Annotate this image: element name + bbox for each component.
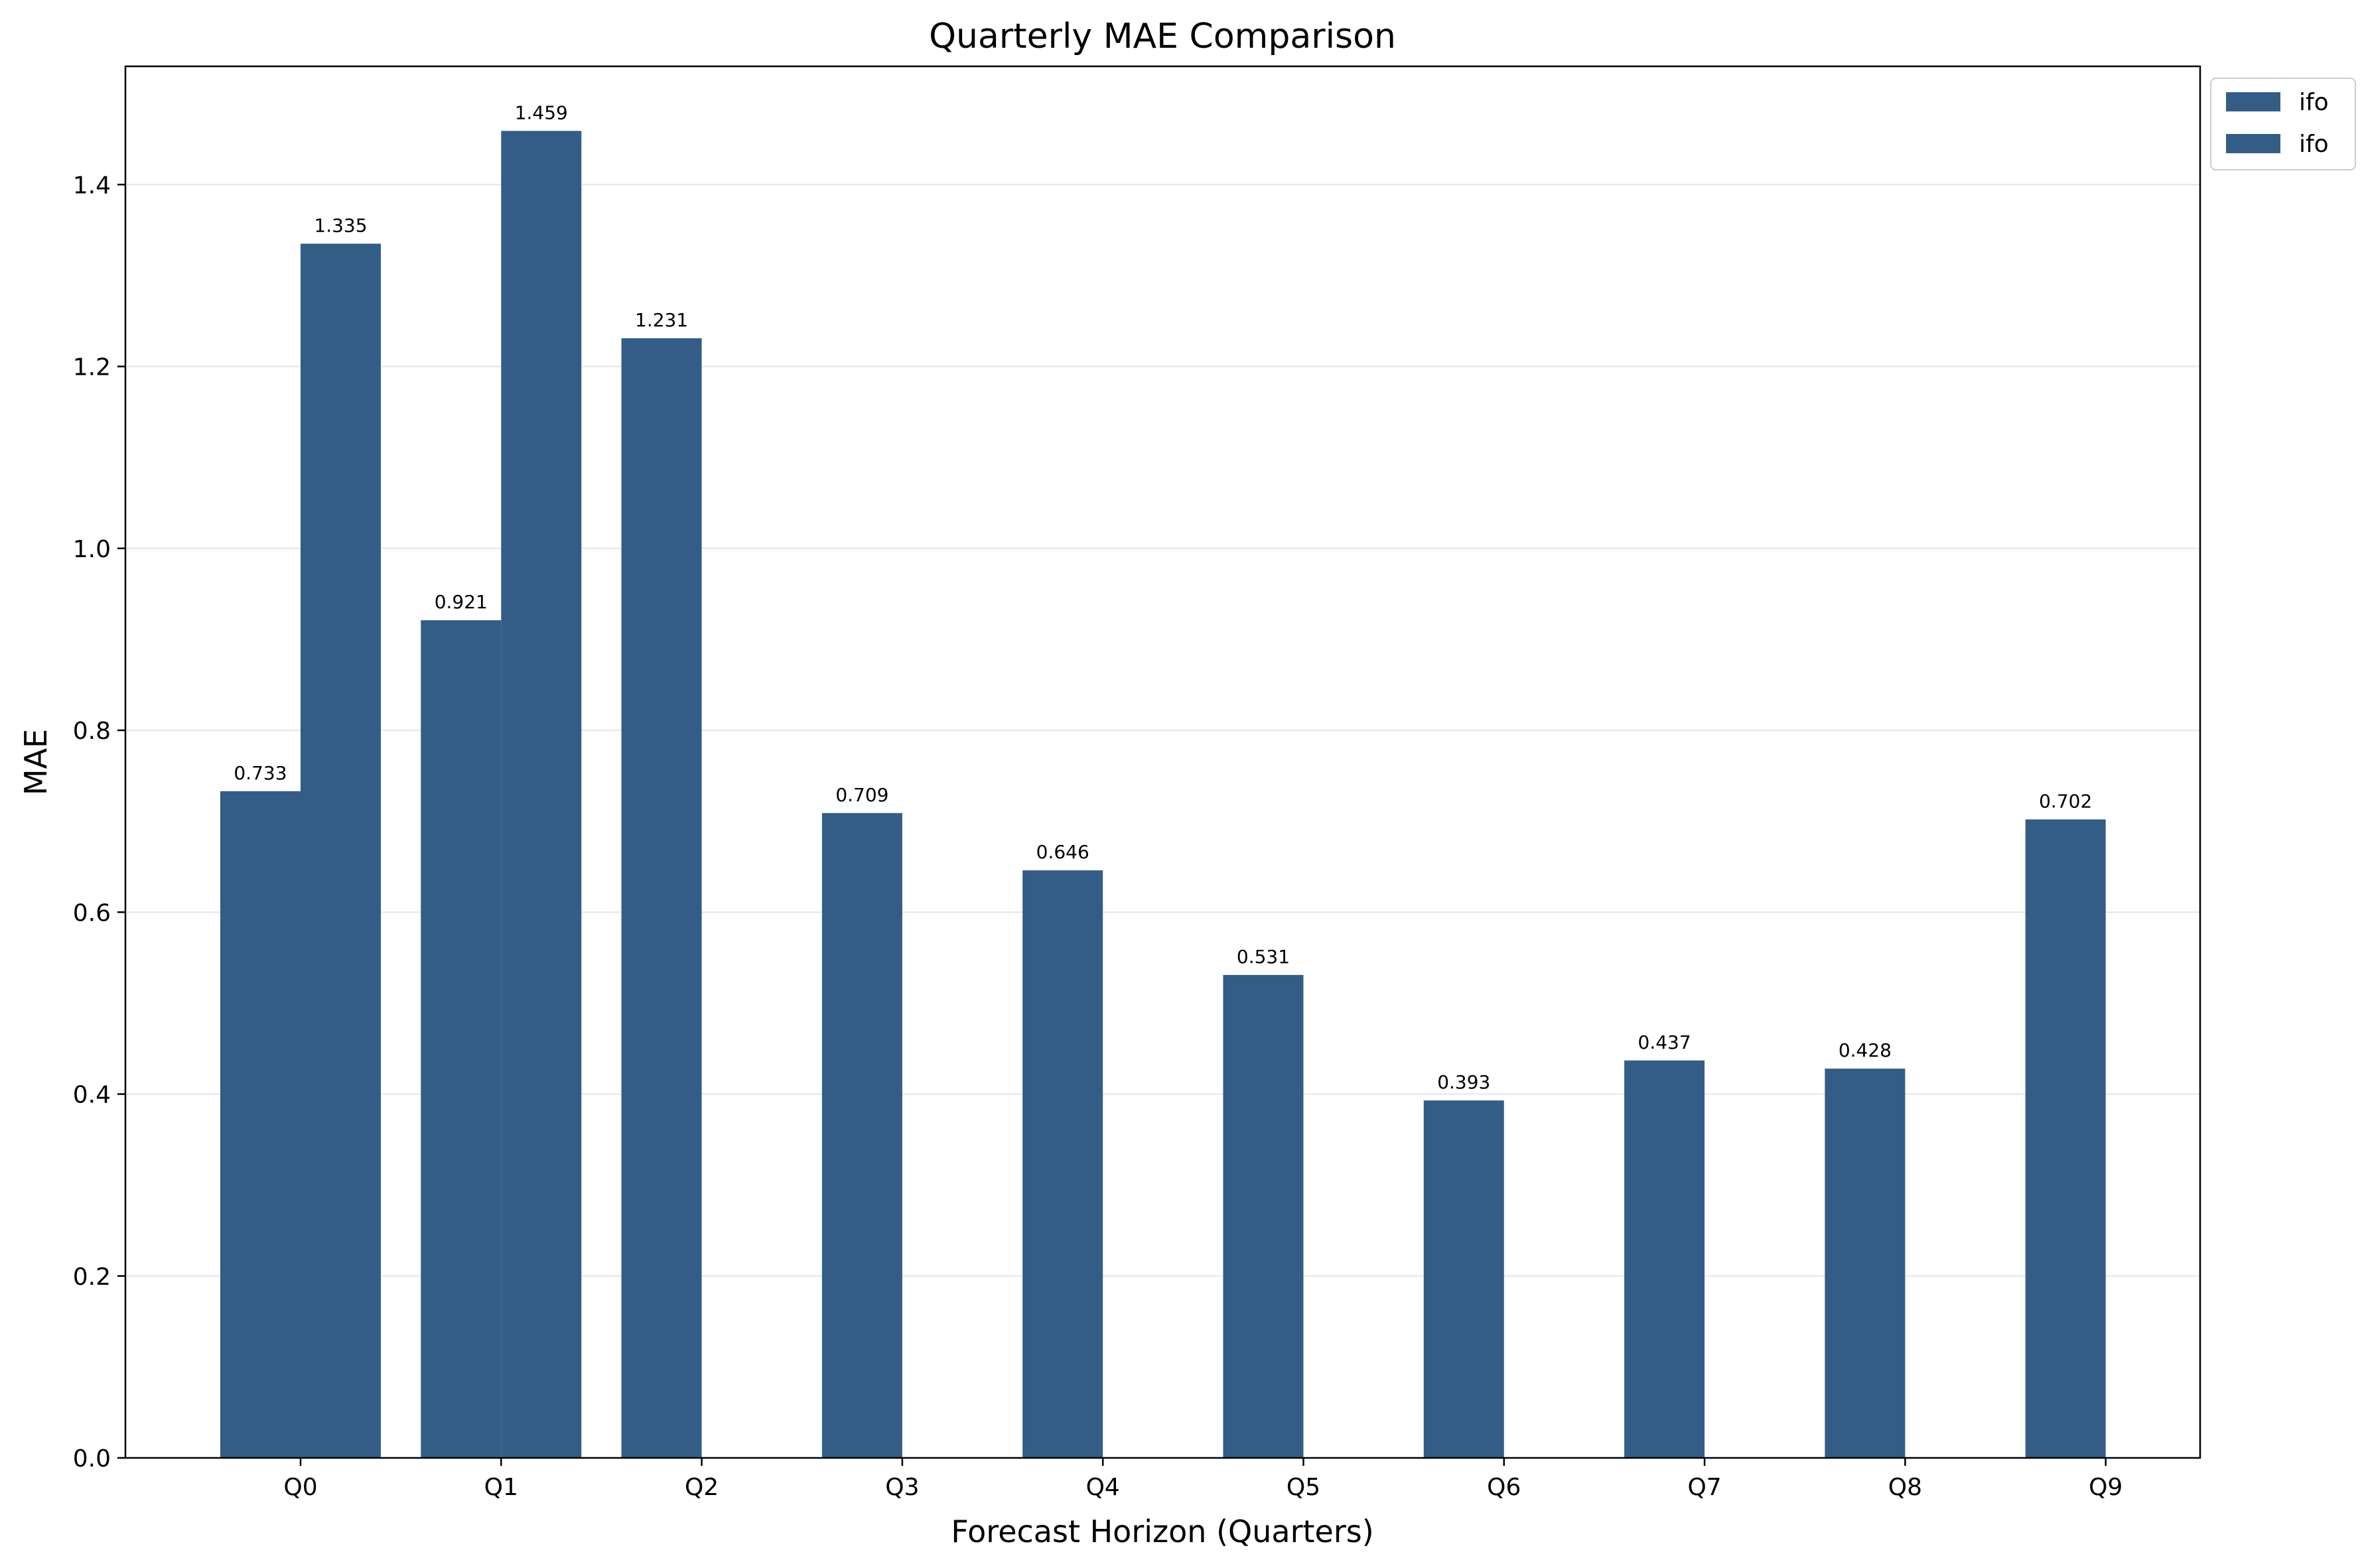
- x-tick-label: Q4: [1086, 1474, 1120, 1501]
- y-tick-label: 0.0: [73, 1445, 111, 1472]
- x-tick-label: Q1: [484, 1474, 518, 1501]
- y-tick-label: 0.2: [73, 1264, 111, 1291]
- y-tick-label: 1.0: [73, 536, 111, 563]
- bar-q0-series-0: [220, 791, 301, 1458]
- chart-title: Quarterly MAE Comparison: [929, 17, 1396, 56]
- x-axis: Q0 Q1 Q2 Q3 Q4 Q5 Q6 Q7 Q8 Q9: [283, 1458, 2122, 1501]
- data-labels: 0.733 0.921 1.231 0.709 0.646 0.531 0.393 0.437…: [234, 101, 2092, 1093]
- legend-label-0: ifo: [2299, 89, 2329, 116]
- data-label: 0.733: [234, 762, 287, 784]
- y-axis-label: MAE: [18, 729, 54, 795]
- data-label: 1.335: [314, 214, 367, 236]
- y-tick-label: 1.4: [73, 172, 111, 199]
- x-tick-label: Q0: [283, 1474, 317, 1501]
- y-tick-label: 1.2: [73, 354, 111, 381]
- legend: ifo ifo: [2210, 78, 2356, 170]
- bar-q5-series-0: [1223, 974, 1304, 1458]
- x-tick-label: Q5: [1286, 1474, 1320, 1501]
- bar-q2-series-0: [621, 338, 702, 1458]
- data-label: 0.531: [1237, 946, 1290, 968]
- x-tick-label: Q8: [1888, 1474, 1922, 1501]
- y-axis: 0.0 0.2 0.4 0.6 0.8 1.0 1.2 1.4: [73, 172, 125, 1472]
- data-label: 1.459: [515, 101, 568, 123]
- y-tick-label: 0.8: [73, 718, 111, 745]
- data-label: 0.393: [1437, 1071, 1490, 1093]
- x-tick-label: Q7: [1687, 1474, 1721, 1501]
- bar-q0-series-1: [301, 243, 381, 1459]
- x-tick-label: Q6: [1487, 1474, 1521, 1501]
- bar-q9-series-0: [2025, 819, 2106, 1458]
- x-tick-label: Q2: [685, 1474, 719, 1501]
- bar-q8-series-0: [1825, 1069, 1906, 1458]
- data-label: 0.921: [435, 591, 488, 613]
- bar-q1-series-1: [501, 131, 582, 1459]
- x-tick-label: Q3: [885, 1474, 919, 1501]
- data-label: 0.709: [835, 784, 888, 806]
- data-label: 0.428: [1839, 1039, 1892, 1061]
- legend-label-1: ifo: [2299, 131, 2329, 158]
- bar-q6-series-0: [1423, 1100, 1504, 1458]
- bars: [220, 131, 2106, 1459]
- legend-swatch-0: [2226, 92, 2280, 111]
- bar-q3-series-0: [821, 813, 902, 1458]
- data-label: 0.702: [2039, 790, 2092, 812]
- bar-q7-series-0: [1624, 1060, 1705, 1458]
- plot-frame: [124, 65, 2201, 1459]
- data-label: 0.437: [1638, 1031, 1691, 1053]
- bar-q1-series-0: [421, 620, 502, 1458]
- data-label: 0.646: [1036, 841, 1089, 863]
- x-tick-label: Q9: [2089, 1474, 2122, 1501]
- x-axis-label: Forecast Horizon (Quarters): [951, 1514, 1373, 1549]
- data-label: 1.231: [635, 309, 688, 331]
- y-tick-label: 0.6: [73, 899, 111, 927]
- bar-q4-series-0: [1022, 870, 1103, 1458]
- legend-swatch-1: [2226, 134, 2280, 153]
- legend-frame: [2210, 78, 2356, 170]
- y-tick-label: 0.4: [73, 1082, 111, 1109]
